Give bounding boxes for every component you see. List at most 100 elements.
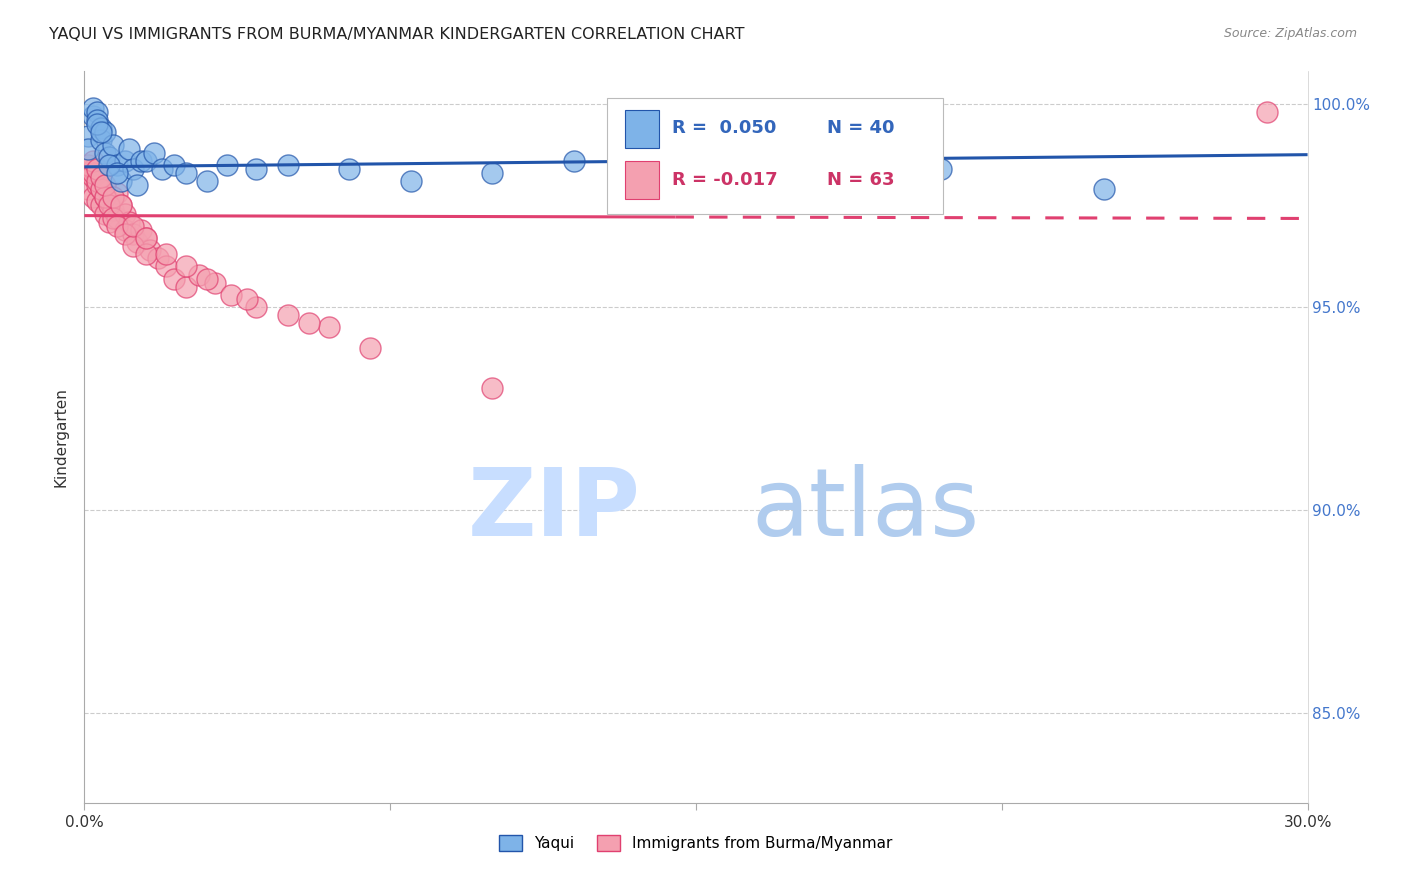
FancyBboxPatch shape: [606, 98, 943, 214]
Point: [110, 174, 132, 188]
Point: [82, 169, 104, 184]
Point: [93, 145, 115, 160]
Point: [127, 235, 149, 249]
Point: [110, 198, 132, 212]
Point: [131, 223, 153, 237]
Point: [86, 161, 108, 176]
Point: [114, 206, 136, 220]
Point: [101, 202, 124, 217]
Point: [101, 190, 124, 204]
Point: [562, 153, 585, 168]
Point: [110, 198, 132, 212]
Point: [122, 227, 145, 241]
Text: N = 40: N = 40: [827, 120, 894, 137]
Point: [163, 158, 186, 172]
Point: [86, 117, 108, 131]
Text: atlas: atlas: [751, 464, 979, 557]
Point: [135, 231, 157, 245]
Point: [150, 161, 173, 176]
Point: [82, 101, 104, 115]
Point: [90, 198, 112, 212]
Point: [277, 308, 299, 322]
Point: [90, 121, 112, 136]
Point: [174, 260, 197, 274]
Text: ZIP: ZIP: [468, 464, 641, 557]
Point: [105, 219, 128, 233]
Text: N = 63: N = 63: [827, 170, 894, 188]
Point: [138, 243, 160, 257]
Point: [77, 158, 100, 172]
Point: [97, 215, 120, 229]
Point: [86, 174, 108, 188]
Point: [1256, 105, 1278, 120]
Point: [929, 161, 952, 176]
Point: [155, 260, 177, 274]
Point: [105, 186, 128, 201]
Point: [90, 169, 112, 184]
Point: [105, 158, 128, 172]
Point: [219, 288, 242, 302]
Bar: [626, 110, 659, 148]
Point: [174, 166, 197, 180]
Point: [298, 316, 321, 330]
Text: Source: ZipAtlas.com: Source: ZipAtlas.com: [1223, 27, 1357, 40]
Point: [318, 320, 340, 334]
Point: [82, 190, 104, 204]
Point: [105, 211, 128, 225]
Point: [90, 182, 112, 196]
Point: [77, 166, 100, 180]
Point: [277, 158, 299, 172]
Point: [86, 166, 108, 180]
Point: [236, 292, 259, 306]
Point: [90, 125, 112, 139]
Text: R =  0.050: R = 0.050: [672, 120, 776, 137]
Point: [146, 252, 169, 266]
Point: [399, 174, 422, 188]
Point: [685, 161, 707, 176]
Point: [90, 133, 112, 147]
Point: [101, 137, 124, 152]
Point: [187, 268, 209, 282]
Point: [122, 239, 145, 253]
Point: [86, 178, 108, 193]
Point: [97, 150, 120, 164]
Point: [90, 182, 112, 196]
Text: YAQUI VS IMMIGRANTS FROM BURMA/MYANMAR KINDERGARTEN CORRELATION CHART: YAQUI VS IMMIGRANTS FROM BURMA/MYANMAR K…: [49, 27, 745, 42]
Point: [97, 198, 120, 212]
Point: [114, 227, 136, 241]
Point: [163, 271, 186, 285]
Bar: [626, 161, 659, 200]
Point: [77, 182, 100, 196]
Point: [155, 247, 177, 261]
Point: [93, 190, 115, 204]
Point: [339, 161, 361, 176]
Point: [82, 153, 104, 168]
Point: [1092, 182, 1115, 196]
Point: [114, 223, 136, 237]
Point: [93, 178, 115, 193]
Point: [93, 190, 115, 204]
Point: [142, 145, 165, 160]
Point: [195, 271, 218, 285]
Point: [135, 247, 157, 261]
Point: [114, 153, 136, 168]
Point: [93, 125, 115, 139]
Point: [481, 166, 503, 180]
Point: [217, 158, 239, 172]
Point: [82, 166, 104, 180]
Point: [97, 158, 120, 172]
Point: [101, 211, 124, 225]
Point: [86, 113, 108, 128]
Y-axis label: Kindergarten: Kindergarten: [53, 387, 69, 487]
Point: [122, 161, 145, 176]
Point: [118, 215, 141, 229]
Point: [135, 153, 157, 168]
Point: [86, 105, 108, 120]
Point: [245, 300, 267, 314]
Point: [135, 231, 157, 245]
Point: [118, 142, 141, 156]
Point: [77, 129, 100, 144]
Point: [122, 219, 145, 233]
Point: [86, 194, 108, 209]
Point: [481, 381, 503, 395]
